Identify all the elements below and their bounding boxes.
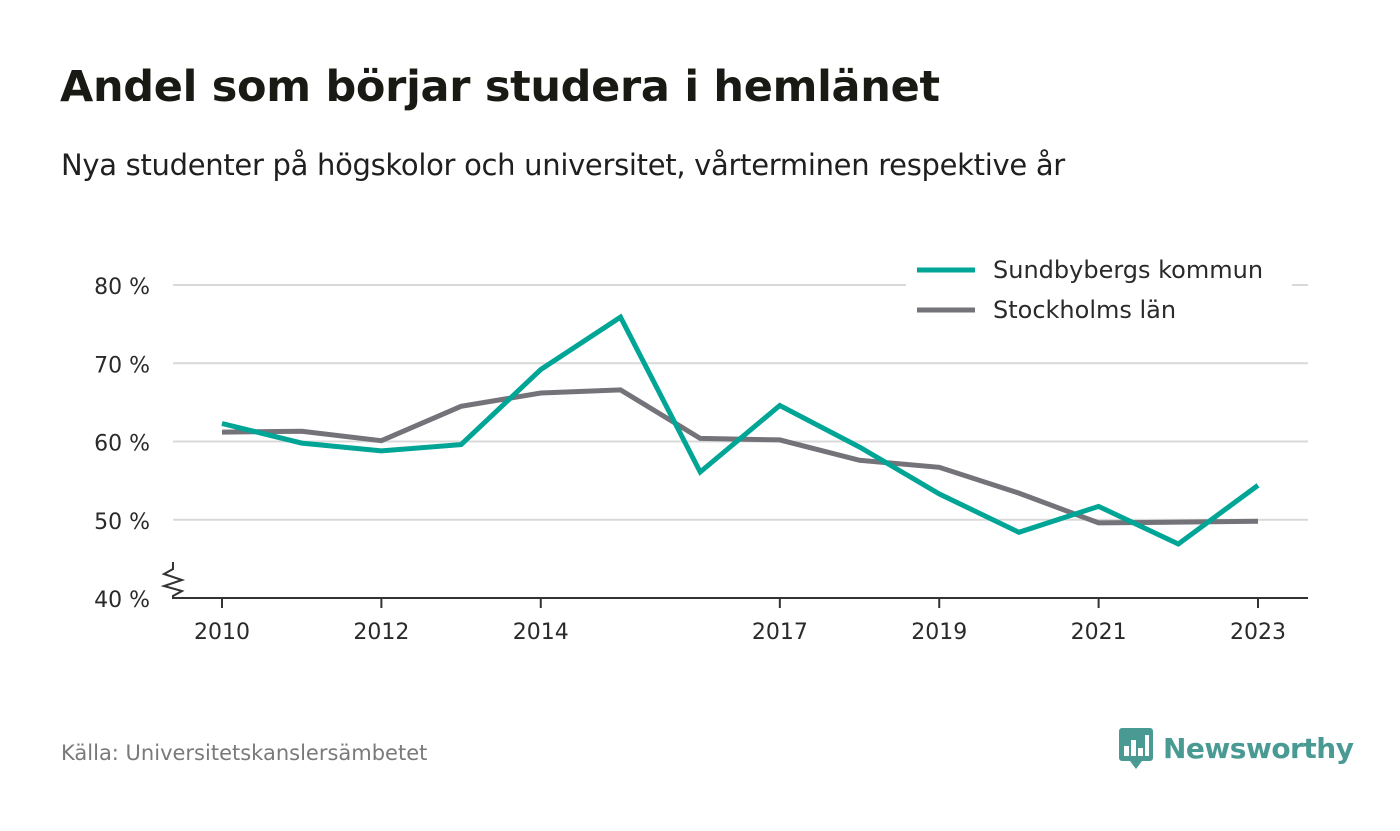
x-tick-label: 2019 (911, 620, 967, 645)
x-tick-label: 2021 (1071, 620, 1127, 645)
y-tick-label: 70 % (94, 353, 150, 378)
y-tick-label: 80 % (94, 275, 150, 300)
series-line-stockholm (221, 387, 1259, 526)
legend-background (906, 250, 1292, 332)
series-line-sundbyberg (221, 313, 1260, 547)
chart-title: Andel som börjar studera i hemlänet (60, 62, 940, 112)
y-tick-label: 50 % (94, 510, 150, 535)
y-tick-label: 60 % (94, 432, 150, 457)
x-tick-label: 2023 (1230, 620, 1286, 645)
y-tick-label: 40 % (94, 588, 150, 613)
x-tick-label: 2010 (194, 620, 250, 645)
legend-label: Sundbybergs kommun (993, 256, 1263, 284)
x-tick-label: 2014 (513, 620, 569, 645)
newsworthy-logo-icon (1119, 728, 1153, 769)
axis-break-icon (160, 562, 186, 599)
legend-label: Stockholms län (993, 296, 1176, 324)
brand-name: Newsworthy (1163, 731, 1354, 765)
brand-logo: Newsworthy (1118, 726, 1354, 770)
x-tick-label: 2017 (752, 620, 808, 645)
x-tick-label: 2012 (353, 620, 409, 645)
chart-subtitle: Nya studenter på högskolor och universit… (61, 148, 1065, 182)
line-chart: 40 % 50 % 60 % 70 % 80 % 2010 2012 2014 2017 2019… (94, 250, 1308, 645)
source-note: Källa: Universitetskanslersämbetet (61, 741, 428, 765)
